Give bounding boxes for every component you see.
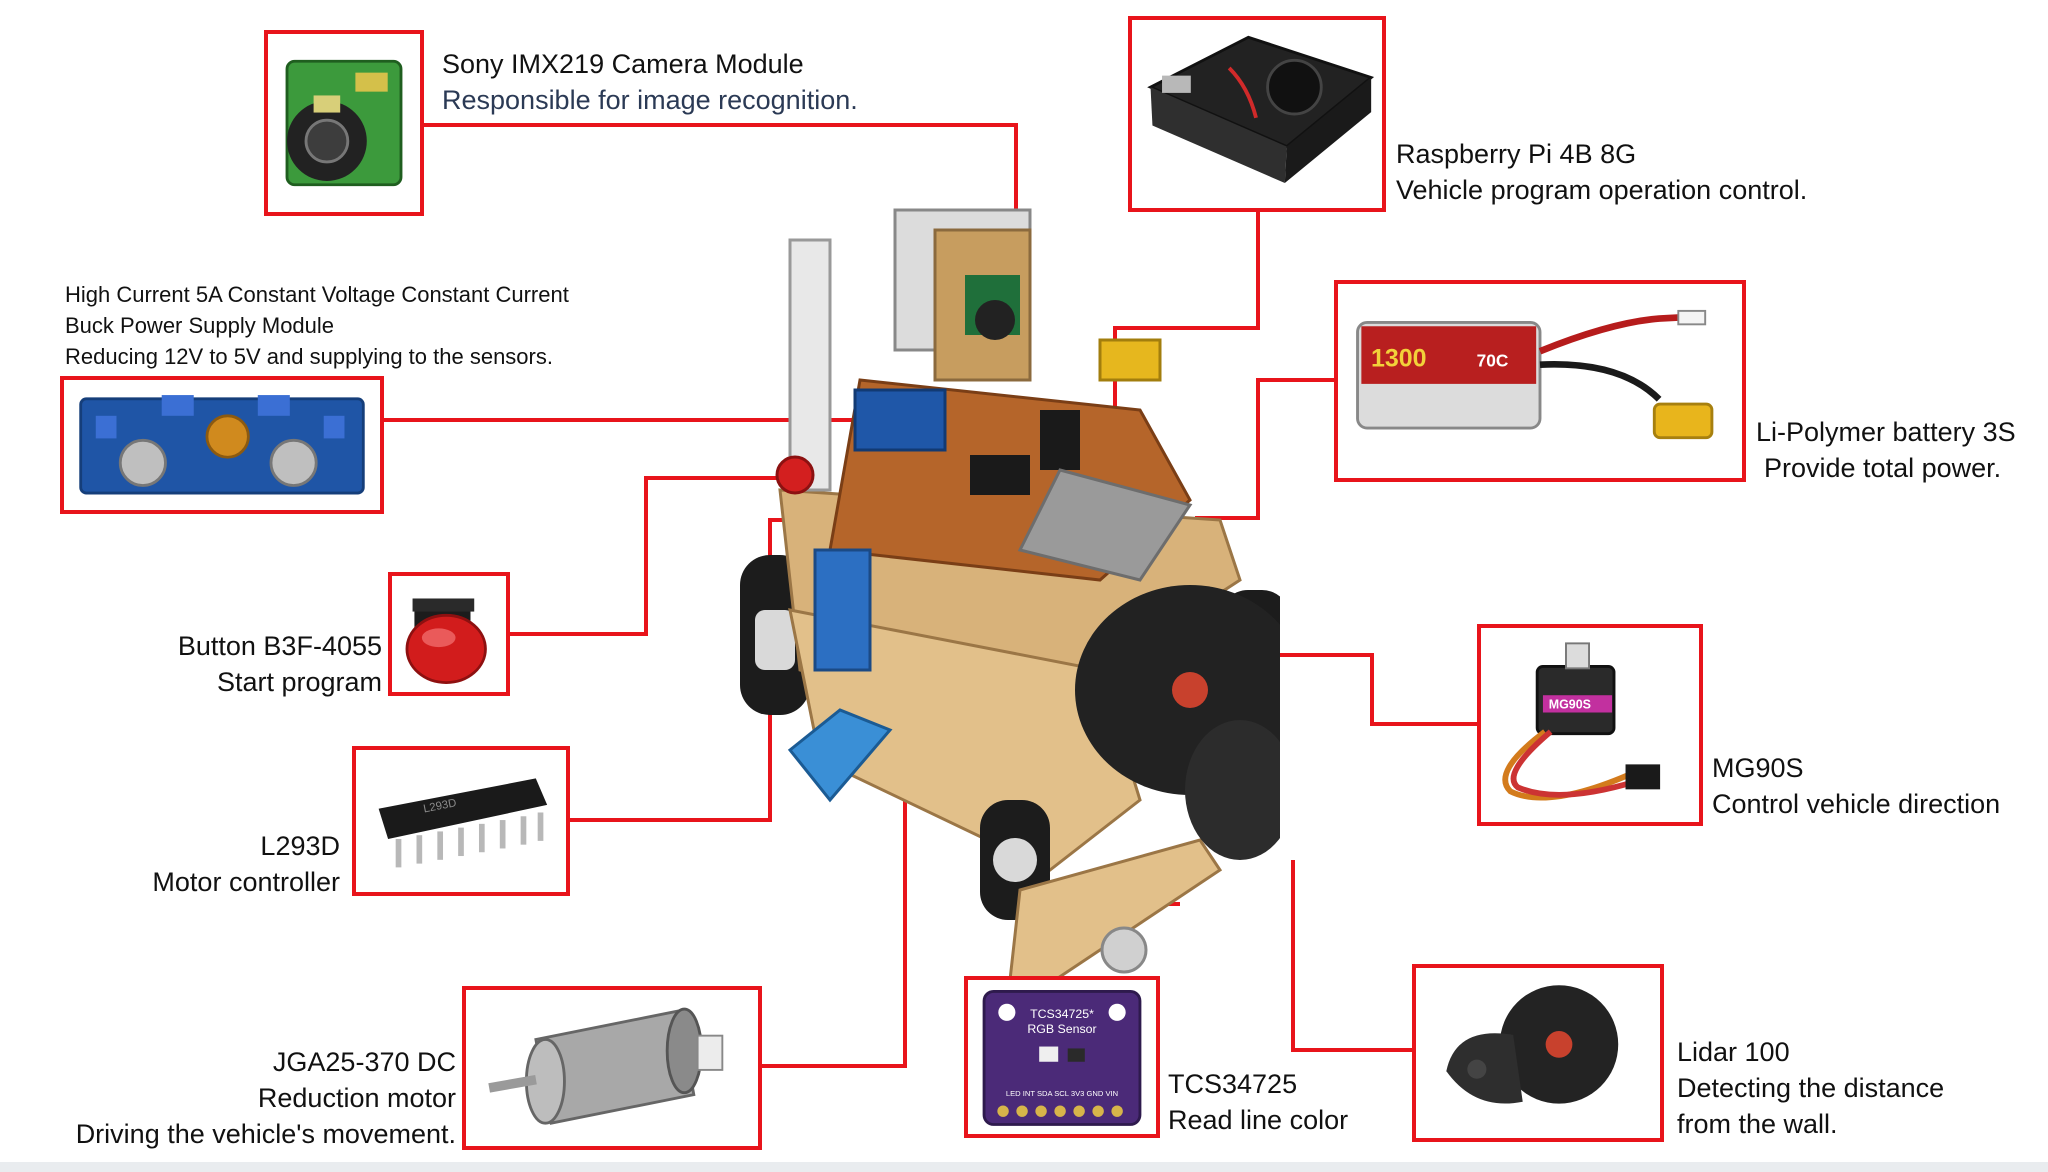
- l293d-title: L293D: [260, 831, 340, 861]
- l293d-frame: L293D: [352, 746, 570, 896]
- button-frame: [388, 572, 510, 696]
- color-sensor-title: TCS34725: [1168, 1069, 1298, 1099]
- battery-description: Provide total power.: [1764, 453, 2002, 483]
- camera-module-frame: [264, 30, 424, 216]
- color-sensor-label: TCS34725 Read line color: [1168, 1066, 1348, 1138]
- sensor-pins-text: LED INT SDA SCL 3V3 GND VIN: [1006, 1089, 1118, 1098]
- lipo-battery-icon: 1300 70C: [1356, 309, 1714, 440]
- motor-line-3: Driving the vehicle's movement.: [75, 1119, 456, 1149]
- color-sensor-frame: TCS34725* RGB Sensor LED INT SDA SCL 3V3…: [964, 976, 1160, 1138]
- lidar-label: Lidar 100 Detecting the distance from th…: [1677, 1034, 1944, 1142]
- dip-ic-icon: L293D: [378, 778, 548, 868]
- button-description: Start program: [216, 667, 382, 697]
- buck-module-icon: [79, 395, 365, 495]
- servo-title: MG90S: [1712, 753, 1804, 783]
- bottom-strip: [0, 1162, 2048, 1172]
- sensor-name-text: TCS34725*: [1030, 1007, 1094, 1021]
- sensor-type-text: RGB Sensor: [1027, 1022, 1096, 1036]
- lidar-line-3: from the wall.: [1677, 1109, 1838, 1139]
- lidar-line-2: Detecting the distance: [1677, 1073, 1945, 1103]
- buck-line-2: Buck Power Supply Module: [65, 313, 335, 338]
- motor-label: JGA25-370 DC Reduction motor Driving the…: [50, 1044, 456, 1152]
- motor-line-1: JGA25-370 DC: [272, 1047, 456, 1077]
- color-sensor-description: Read line color: [1168, 1105, 1349, 1135]
- lidar-line-1: Lidar 100: [1677, 1037, 1790, 1067]
- battery-rating-text: 70C: [1477, 351, 1509, 371]
- buck-module-frame: [60, 376, 384, 514]
- battery-brand-text: 1300: [1371, 345, 1427, 373]
- camera-title: Sony IMX219 Camera Module: [442, 49, 804, 79]
- button-title: Button B3F-4055: [177, 631, 382, 661]
- rgb-sensor-icon: TCS34725* RGB Sensor LED INT SDA SCL 3V3…: [982, 989, 1142, 1126]
- battery-frame: 1300 70C: [1334, 280, 1746, 482]
- raspberry-pi-case-icon: [1147, 35, 1375, 184]
- raspberry-pi-frame: [1128, 16, 1386, 212]
- servo-brand-text: MG90S: [1549, 698, 1591, 712]
- motor-frame: [462, 986, 762, 1150]
- servo-frame: MG90S: [1477, 624, 1703, 826]
- push-button-icon: [405, 598, 487, 684]
- servo-description: Control vehicle direction: [1712, 789, 2001, 819]
- button-label: Button B3F-4055 Start program: [150, 628, 382, 700]
- buck-label: High Current 5A Constant Voltage Constan…: [65, 279, 569, 372]
- battery-title: Li-Polymer battery 3S: [1756, 417, 2016, 447]
- l293d-description: Motor controller: [152, 867, 340, 897]
- servo-label: MG90S Control vehicle direction: [1712, 750, 2000, 822]
- lidar-frame: [1412, 964, 1664, 1142]
- lidar-sensor-icon: [1446, 985, 1619, 1104]
- camera-module-icon: [285, 59, 403, 187]
- dc-motor-icon: [488, 1007, 724, 1125]
- camera-description: Responsible for image recognition.: [442, 85, 858, 115]
- camera-label: Sony IMX219 Camera Module Responsible fo…: [442, 46, 858, 118]
- buck-line-1: High Current 5A Constant Voltage Constan…: [65, 282, 569, 307]
- l293d-label: L293D Motor controller: [120, 828, 340, 900]
- motor-line-2: Reduction motor: [257, 1083, 456, 1113]
- raspberry-label: Raspberry Pi 4B 8G Vehicle program opera…: [1396, 136, 1807, 208]
- raspberry-description: Vehicle program operation control.: [1396, 175, 1808, 205]
- raspberry-title: Raspberry Pi 4B 8G: [1396, 139, 1637, 169]
- line-lidar: [1291, 860, 1413, 1052]
- line-servo: [1265, 653, 1479, 726]
- battery-label: Li-Polymer battery 3S Provide total powe…: [1756, 414, 2016, 486]
- buck-line-3: Reducing 12V to 5V and supplying to the …: [65, 344, 553, 369]
- servo-icon: MG90S: [1502, 642, 1661, 801]
- robot-vehicle-icon: [740, 208, 1280, 990]
